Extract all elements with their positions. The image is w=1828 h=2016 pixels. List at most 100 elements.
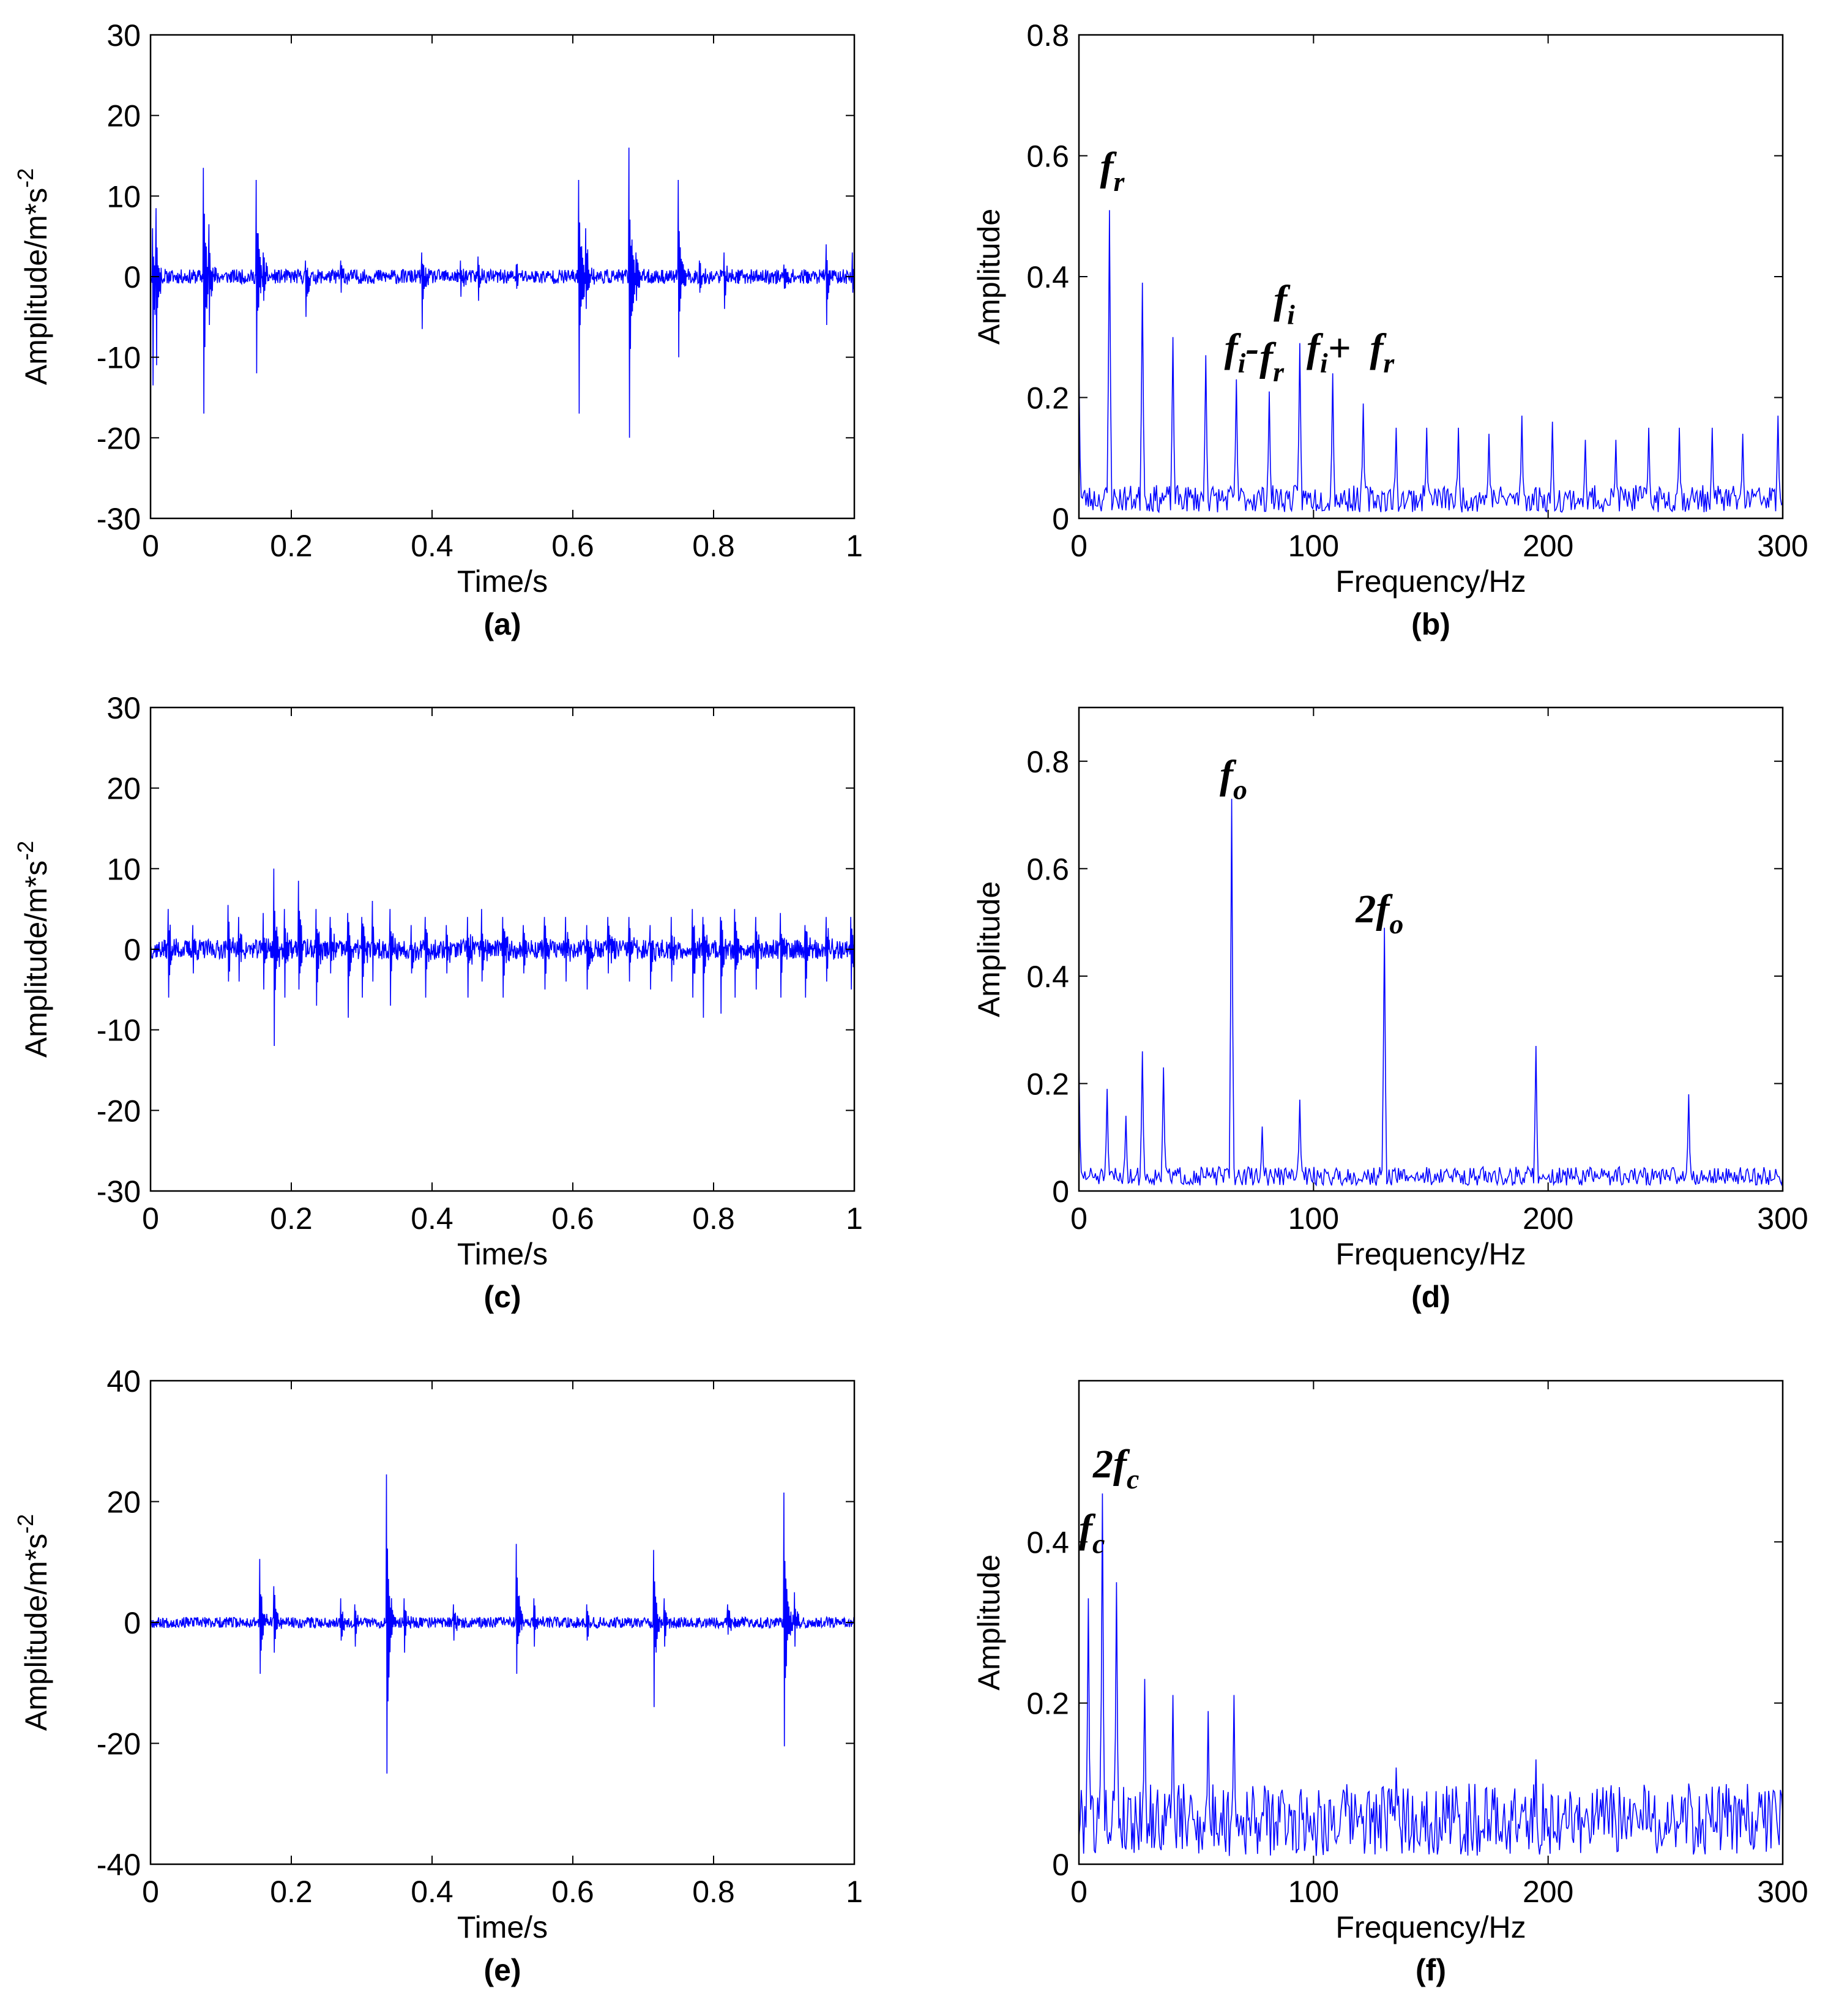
x-tick-label: 1 (846, 529, 863, 563)
y-tick-label: 0.8 (1026, 18, 1069, 53)
y-tick-label: 0.8 (1026, 745, 1069, 779)
y-axis-label: Amplitude (972, 1555, 1006, 1690)
annotation-sub: i (1320, 347, 1328, 378)
x-tick-label: 100 (1288, 1201, 1339, 1236)
y-tick-label: 0 (1052, 502, 1069, 536)
y-axis-label-sup: -2 (13, 168, 38, 188)
series-line (1078, 1493, 1783, 1856)
y-tick-label: 0.2 (1026, 381, 1069, 416)
x-tick-label: 0.4 (411, 1201, 453, 1236)
y-tick-label: -20 (97, 421, 141, 455)
axes-frame (1078, 1379, 1784, 1865)
x-tick-label: 300 (1757, 529, 1808, 563)
peak-annotation: fi (1274, 277, 1295, 330)
x-tick-label: 0.2 (270, 1875, 313, 1909)
x-tick-label: 0 (1070, 1875, 1087, 1909)
x-tick-label: 0 (142, 529, 159, 563)
y-tick-label: 0.4 (1026, 1525, 1069, 1559)
series-line (150, 1474, 855, 1774)
annotation-sub: r (1273, 356, 1285, 387)
y-tick-label: -30 (97, 1174, 141, 1209)
panel-c: 0 0.2 0.4 0.6 0.8 1 -30 -20 -10 0 10 20 30 Time/s (c) A… (13, 691, 863, 1314)
y-axis-label-sup: -2 (13, 841, 38, 861)
x-tick-label: 0.2 (270, 1201, 313, 1236)
x-tick-label: 100 (1288, 529, 1339, 563)
y-axis-label-sup: -2 (13, 1514, 38, 1534)
panel-caption: (c) (483, 1280, 521, 1314)
peak-annotation: fc (1079, 1506, 1105, 1559)
peak-annotation: fi+ (1307, 326, 1351, 378)
x-axis-label: Frequency/Hz (1335, 564, 1526, 599)
panel-caption: (e) (483, 1953, 521, 1987)
x-tick-label: 0.8 (692, 529, 735, 563)
y-axis-label: Amplitude/m*s-2 (13, 841, 53, 1058)
series-line (150, 868, 855, 1047)
peak-annotation: fo (1220, 753, 1247, 805)
annotation-base: 2f (1092, 1442, 1130, 1487)
x-tick-label: 0.2 (270, 529, 313, 563)
panel-a: 0 0.2 0.4 0.6 0.8 1 -30 -20 -10 0 10 20 30 Time/s (a) A… (13, 18, 863, 641)
panel-f: 0 100 200 300 0 0.2 0.4 Frequency/Hz (f) Amplitud… (972, 1379, 1808, 1987)
annotation-sub: r (1113, 166, 1125, 197)
annotation-base: 2f (1355, 887, 1393, 931)
x-tick-label: 100 (1288, 1875, 1339, 1909)
x-tick-label: 0.8 (692, 1201, 735, 1236)
peak-annotation: 2fo (1355, 887, 1403, 939)
x-tick-label: 0 (1070, 1201, 1087, 1236)
y-tick-label: 30 (106, 18, 141, 53)
y-tick-label: 0 (124, 260, 141, 294)
panel-e: 0 0.2 0.4 0.6 0.8 1 -40 -20 0 20 40 Time/s (e) Amplit… (13, 1364, 863, 1987)
y-tick-label: 0 (124, 933, 141, 967)
y-tick-label: -20 (97, 1094, 141, 1128)
x-tick-label: 0.8 (692, 1875, 735, 1909)
panel-caption: (a) (483, 607, 521, 641)
x-tick-label: 1 (846, 1875, 863, 1909)
annotation-sub: i (1238, 347, 1246, 378)
peak-annotation: fr (1100, 144, 1125, 197)
annotation-sub: c (1092, 1528, 1105, 1559)
annotation-sub: c (1127, 1463, 1139, 1495)
x-tick-label: 0.6 (551, 1201, 594, 1236)
x-axis-label: Time/s (457, 1237, 548, 1271)
annotation-op: + (1328, 326, 1351, 370)
annotation-sub: o (1389, 908, 1403, 939)
annotation-sub: r (1383, 347, 1395, 378)
axes-frame (1078, 706, 1784, 1192)
annotation-sub: i (1287, 299, 1295, 330)
x-tick-label: 0.4 (411, 1875, 453, 1909)
y-tick-label: 0 (1052, 1174, 1069, 1209)
x-axis-label: Frequency/Hz (1335, 1237, 1526, 1271)
x-tick-label: 0 (142, 1201, 159, 1236)
y-tick-label: 0 (1052, 1848, 1069, 1882)
y-tick-label: 20 (106, 1485, 141, 1520)
y-tick-label: 40 (106, 1364, 141, 1398)
x-axis-label: Time/s (457, 564, 548, 599)
x-tick-label: 200 (1523, 1875, 1573, 1909)
y-tick-label: 10 (106, 179, 141, 214)
peak-annotation: fr (1370, 326, 1395, 378)
y-axis-label: Amplitude/m*s-2 (13, 1514, 53, 1731)
x-tick-label: 300 (1757, 1201, 1808, 1236)
y-tick-label: -30 (97, 502, 141, 536)
y-tick-label: 0.6 (1026, 852, 1069, 886)
x-axis-label: Time/s (457, 1910, 548, 1944)
panel-caption: (d) (1411, 1280, 1450, 1314)
y-tick-label: -40 (97, 1848, 141, 1882)
y-tick-label: 0.6 (1026, 140, 1069, 174)
x-tick-label: 0 (1070, 529, 1087, 563)
x-tick-label: 200 (1523, 1201, 1573, 1236)
x-tick-label: 0.6 (551, 1875, 594, 1909)
y-tick-label: 20 (106, 99, 141, 133)
x-axis-label: Frequency/Hz (1335, 1910, 1526, 1944)
series-line (150, 147, 855, 438)
annotation-sub: o (1233, 774, 1247, 805)
panel-b: 0 100 200 300 0 0.2 0.4 0.6 0.8 Frequency/Hz (b) Am… (972, 18, 1808, 641)
series-line (1078, 799, 1783, 1187)
y-tick-label: -10 (97, 341, 141, 375)
x-tick-label: 200 (1523, 529, 1573, 563)
y-tick-label: 0.2 (1026, 1687, 1069, 1721)
y-tick-label: 0.4 (1026, 960, 1069, 994)
x-tick-label: 1 (846, 1201, 863, 1236)
y-tick-label: 0.2 (1026, 1067, 1069, 1101)
